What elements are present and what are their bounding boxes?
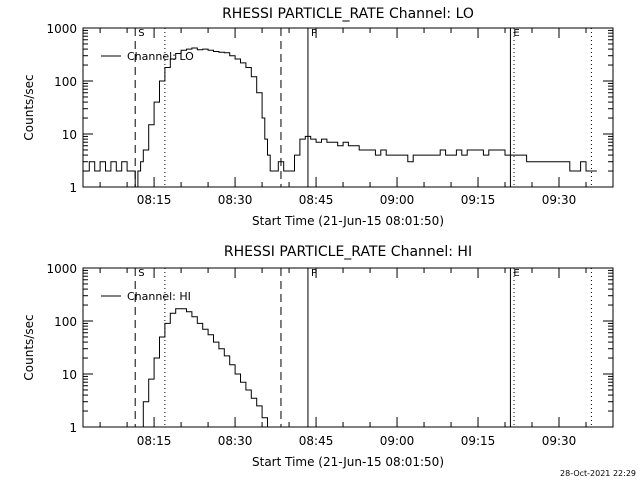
x-tick-label: 09:30 [542,193,577,207]
timestamp-stamp: 28-Oct-2021 22:29 [560,469,636,478]
event-marker-label: S [138,268,144,279]
event-marker-label: P [311,28,317,39]
x-tick-label: 09:15 [461,193,496,207]
y-tick-label: 1 [69,181,77,195]
plot-frame [82,267,614,428]
chart-title: RHESSI PARTICLE_RATE Channel: LO [222,6,474,22]
y-tick-label: 10 [62,368,77,382]
x-tick-label: 09:00 [380,193,415,207]
y-tick-label: 1 [69,421,77,435]
y-tick-label: 1000 [46,22,77,36]
x-tick-label: 08:15 [137,193,172,207]
x-tick-label: 08:15 [137,434,172,448]
series-line [137,308,268,428]
y-tick-label: 1000 [46,262,77,276]
x-tick-label: 08:45 [299,434,334,448]
x-tick-label: 08:30 [218,434,253,448]
y-tick-label: 100 [54,75,77,89]
event-marker-label: P [311,268,317,279]
event-marker-label: S [138,28,144,39]
x-tick-label: 08:30 [218,193,253,207]
y-tick-label: 100 [54,315,77,329]
legend-entry: Channel: HI [127,290,191,303]
chart-title: RHESSI PARTICLE_RATE Channel: HI [224,244,472,260]
event-marker-label: E [513,268,519,279]
legend-entry: Channel: LO [127,50,194,63]
series-line [83,47,597,188]
x-tick-label: 09:15 [461,434,496,448]
plot-frame [82,27,614,188]
x-axis-label: Start Time (21-Jun-15 08:01:50) [252,214,444,228]
y-tick-label: 10 [62,128,77,142]
x-tick-label: 09:00 [380,434,415,448]
x-tick-label: 08:45 [299,193,334,207]
y-axis-label: Counts/sec [22,74,36,140]
x-tick-label: 09:30 [542,434,577,448]
x-axis-label: Start Time (21-Jun-15 08:01:50) [252,455,444,469]
y-axis-label: Counts/sec [22,314,36,380]
event-marker-label: E [513,28,519,39]
